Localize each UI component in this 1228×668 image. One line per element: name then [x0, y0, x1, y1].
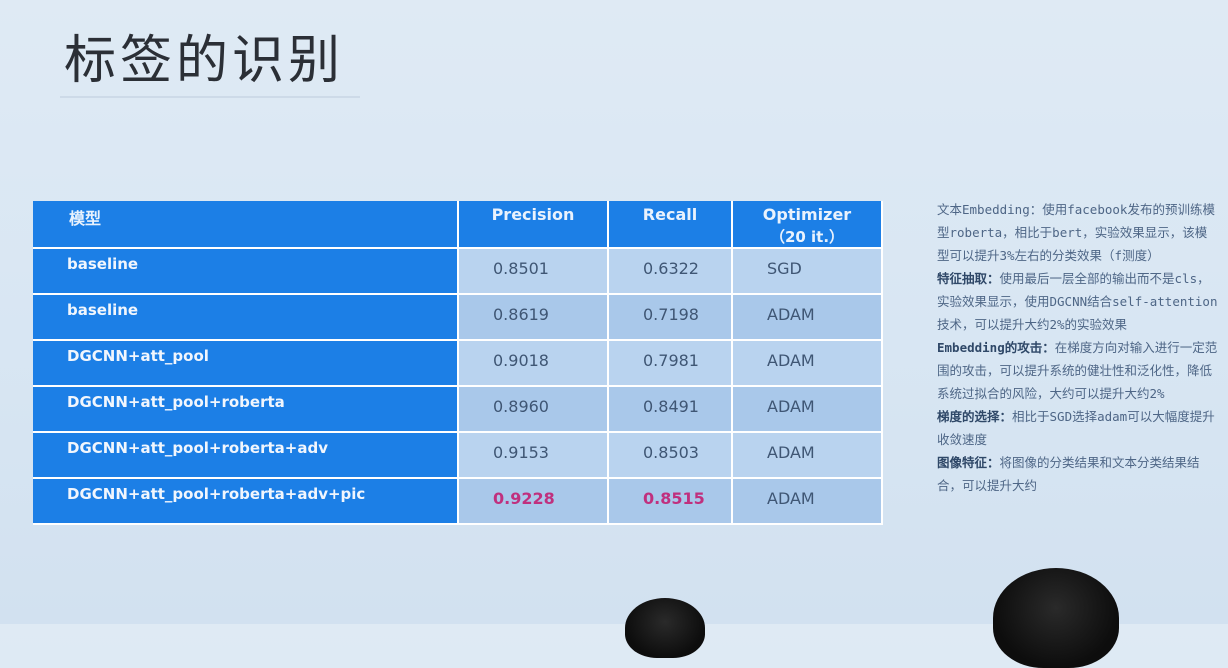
cell-precision: 0.9153	[459, 433, 609, 479]
note-embedding-text: 使用facebook发布的预训练模型roberta，相比于bert，实验效果显示…	[937, 202, 1215, 263]
header-model: 模型	[33, 201, 459, 249]
title-divider	[60, 96, 360, 98]
cell-precision: 0.8501	[459, 249, 609, 295]
cell-optimizer: ADAM	[733, 341, 883, 387]
cell-optimizer: ADAM	[733, 479, 883, 525]
cell-recall: 0.6322	[609, 249, 733, 295]
header-optimizer: Optimizer （20 it.）	[733, 201, 883, 249]
cell-recall: 0.7198	[609, 295, 733, 341]
cell-model: DGCNN+att_pool	[33, 341, 459, 387]
table-row: DGCNN+att_pool+roberta 0.8960 0.8491 ADA…	[33, 387, 883, 433]
note-feature-label: 特征抽取：	[937, 271, 1000, 286]
note-embedding: 文本Embedding：使用facebook发布的预训练模型roberta，相比…	[937, 198, 1219, 267]
cell-model: DGCNN+att_pool+roberta+adv	[33, 433, 459, 479]
cell-precision: 0.9018	[459, 341, 609, 387]
cell-model: DGCNN+att_pool+roberta+adv+pic	[33, 479, 459, 525]
header-recall: Recall	[609, 201, 733, 249]
cell-precision: 0.8960	[459, 387, 609, 433]
note-attack-text: 在梯度方向对输入进行一定范围的攻击，可以提升系统的健壮性和泛化性，降低系统过拟合…	[937, 340, 1218, 401]
note-feature: 特征抽取：使用最后一层全部的输出而不是cls，实验效果显示，使用DGCNN结合s…	[937, 267, 1219, 336]
audience-head-left	[625, 598, 705, 658]
note-embedding-label: 文本Embedding：	[937, 202, 1043, 217]
slide-title: 标签的识别	[64, 31, 345, 91]
note-image-label: 图像特征：	[937, 455, 1000, 470]
cell-model: baseline	[33, 295, 459, 341]
cell-precision-best: 0.9228	[459, 479, 609, 525]
note-attack: Embedding的攻击：在梯度方向对输入进行一定范围的攻击，可以提升系统的健壮…	[937, 336, 1219, 405]
note-feature-text: 使用最后一层全部的输出而不是cls，实验效果显示，使用DGCNN结合self-a…	[937, 271, 1218, 332]
cell-model: DGCNN+att_pool+roberta	[33, 387, 459, 433]
header-precision: Precision	[459, 201, 609, 249]
cell-precision: 0.8619	[459, 295, 609, 341]
cell-optimizer: ADAM	[733, 433, 883, 479]
notes-panel: 文本Embedding：使用facebook发布的预训练模型roberta，相比…	[937, 198, 1219, 497]
results-table: 模型 Precision Recall Optimizer （20 it.） b…	[33, 201, 883, 525]
note-grad-text: 相比于SGD选择adam可以大幅度提升收敛速度	[937, 409, 1215, 447]
audience-head-right	[993, 568, 1119, 668]
cell-recall-best: 0.8515	[609, 479, 733, 525]
cell-model: baseline	[33, 249, 459, 295]
cell-recall: 0.8491	[609, 387, 733, 433]
note-image: 图像特征：将图像的分类结果和文本分类结果结合，可以提升大约	[937, 451, 1219, 497]
header-optimizer-label: Optimizer	[762, 205, 852, 224]
cell-recall: 0.8503	[609, 433, 733, 479]
table-row: DGCNN+att_pool 0.9018 0.7981 ADAM	[33, 341, 883, 387]
table-row: baseline 0.8501 0.6322 SGD	[33, 249, 883, 295]
note-image-text: 将图像的分类结果和文本分类结果结合，可以提升大约	[937, 455, 1200, 493]
cell-recall: 0.7981	[609, 341, 733, 387]
table-row: baseline 0.8619 0.7198 ADAM	[33, 295, 883, 341]
cell-optimizer: ADAM	[733, 295, 883, 341]
header-optimizer-sub: （20 it.）	[769, 228, 845, 246]
table-row: DGCNN+att_pool+roberta+adv 0.9153 0.8503…	[33, 433, 883, 479]
note-attack-label: Embedding的攻击：	[937, 340, 1055, 355]
note-grad: 梯度的选择：相比于SGD选择adam可以大幅度提升收敛速度	[937, 405, 1219, 451]
table-row: DGCNN+att_pool+roberta+adv+pic 0.9228 0.…	[33, 479, 883, 525]
cell-optimizer: SGD	[733, 249, 883, 295]
cell-optimizer: ADAM	[733, 387, 883, 433]
note-grad-label: 梯度的选择：	[937, 409, 1013, 424]
table-header-row: 模型 Precision Recall Optimizer （20 it.）	[33, 201, 883, 249]
